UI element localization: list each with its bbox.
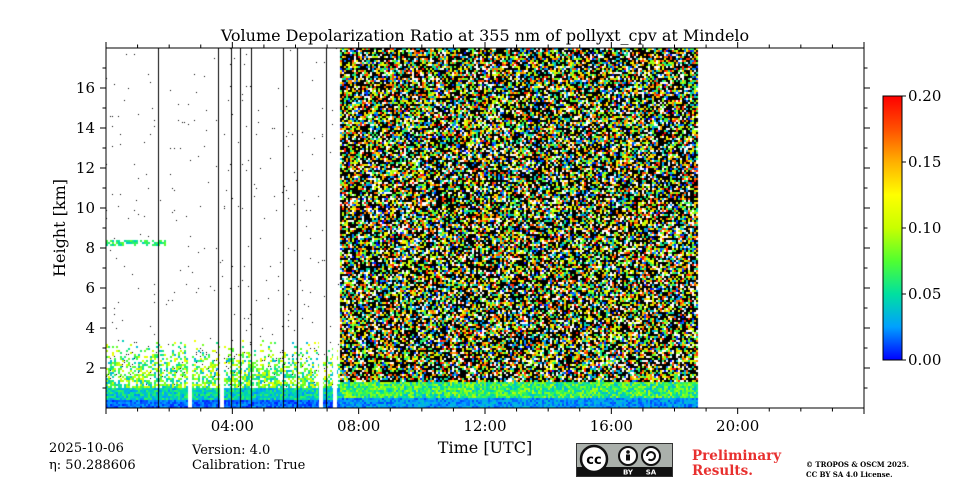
preliminary-note: Preliminary Results.: [692, 449, 781, 479]
y-tick-label: 2: [85, 359, 95, 377]
colorbar-tick-label: 0.05: [908, 285, 941, 303]
by-text: BY: [623, 469, 634, 477]
x-tick-label: 16:00: [590, 417, 633, 435]
x-tick-label: 12:00: [463, 417, 506, 435]
y-tick-label: 8: [85, 239, 95, 257]
colorbar-tick-label: 0.00: [908, 351, 941, 369]
version-label: Version: 4.0: [192, 443, 271, 458]
cc-license-badge: cc BY SA: [576, 443, 673, 477]
depol-heatmap: [106, 48, 864, 408]
cc-text: cc: [586, 453, 601, 468]
colorbar: [882, 95, 903, 361]
eta-label: η: 50.288606: [49, 458, 136, 473]
y-tick-label: 6: [85, 279, 95, 297]
colorbar-tick-label: 0.10: [908, 219, 941, 237]
share-alike-icon: [646, 451, 656, 462]
y-tick-label: 16: [76, 79, 95, 97]
x-tick-label: 04:00: [211, 417, 254, 435]
colorbar-tick-label: 0.15: [908, 153, 941, 171]
y-axis-label: Height [km]: [50, 179, 69, 277]
y-tick-label: 14: [76, 119, 95, 137]
copyright-line2: CC BY SA 4.0 License.: [806, 470, 893, 479]
y-tick-label: 10: [76, 199, 95, 217]
chart-title: Volume Depolarization Ratio at 355 nm of…: [220, 26, 749, 45]
y-tick-label: 12: [76, 159, 95, 177]
person-icon: [626, 450, 630, 454]
y-tick-label: 4: [85, 319, 95, 337]
x-tick-label: 08:00: [337, 417, 380, 435]
x-axis-label: Time [UTC]: [438, 438, 532, 457]
preliminary-line2: Results.: [692, 463, 753, 479]
preliminary-line1: Preliminary: [692, 448, 782, 464]
sa-text: SA: [646, 469, 657, 477]
colorbar-tick-label: 0.20: [908, 87, 941, 105]
axis-ticks: 04:00 08:00 12:00 16:00 20:00 2 4 6 8 10 12 14 16: [76, 42, 870, 435]
colorbar-ticks: 0.00 0.05 0.10 0.15 0.20: [902, 87, 941, 369]
copyright-note: © TROPOS & OSCM 2025. CC BY SA 4.0 Licen…: [806, 460, 909, 480]
date-label: 2025-10-06: [49, 441, 124, 456]
copyright-line1: © TROPOS & OSCM 2025.: [806, 460, 910, 469]
calibration-label: Calibration: True: [192, 458, 306, 473]
x-tick-label: 20:00: [716, 417, 759, 435]
